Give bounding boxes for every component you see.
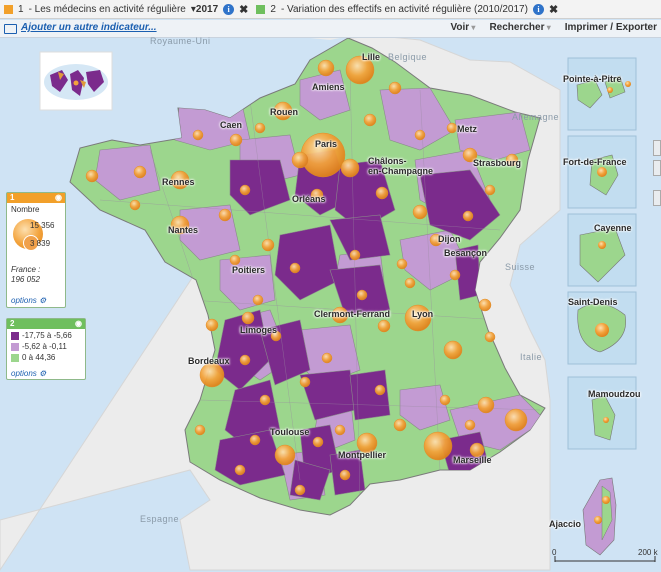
inset-cayenne: Cayenne — [594, 223, 632, 233]
indicator2-label[interactable]: - Variation des effectifs en activité ré… — [280, 3, 528, 15]
city-dijon: Dijon — [438, 234, 461, 244]
legend-panel-2: 2 ◉ -17,75 à -5,66 -5,62 à -0,11 0 à 44,… — [6, 318, 86, 380]
legend2-class-1: -17,75 à -5,66 — [11, 331, 85, 340]
world-thumbnail[interactable] — [39, 51, 113, 111]
city-rennes: Rennes — [162, 177, 195, 187]
menu-voir[interactable]: Voir — [450, 22, 475, 33]
legend-bubble-small — [23, 235, 39, 251]
info-icon[interactable]: i — [223, 3, 235, 15]
city-orleans: Orléans — [292, 194, 326, 204]
eye-icon[interactable]: ◉ — [55, 193, 62, 202]
map-control-button[interactable] — [653, 190, 661, 206]
city-marseille: Marseille — [453, 455, 492, 465]
inset-mamoudzou: Mamoudzou — [588, 389, 641, 399]
legend2-class-2: -5,62 à -0,11 — [11, 342, 85, 351]
city-poitiers: Poitiers — [232, 265, 266, 275]
legend1-header: 1 ◉ — [7, 193, 65, 203]
city-rouen: Rouen — [270, 107, 298, 117]
city-amiens: Amiens — [312, 82, 345, 92]
city-chalons: Châlons- en-Champagne — [368, 156, 434, 176]
label-allemagne: Allemagne — [512, 112, 560, 122]
label-belgique: Belgique — [388, 52, 428, 62]
inset-pointe-a-pitre: Pointe-à-Pitre — [563, 74, 622, 84]
legend-panel-1: 1 ◉ Nombre 15 356 3 839 France : 196 052… — [6, 192, 66, 308]
indicator-header: 1 - Les médecins en activité régulière ▾… — [0, 0, 661, 19]
inset-fort-de-france: Fort-de-France — [563, 157, 627, 167]
city-lyon: Lyon — [412, 309, 434, 319]
map-control-button[interactable] — [653, 140, 661, 156]
label-suisse: Suisse — [505, 262, 536, 272]
city-besancon: Besançon — [444, 248, 488, 258]
map-menu: Voir Rechercher Imprimer / Exporter — [450, 22, 657, 33]
label-italie: Italie — [520, 352, 543, 362]
overseas-insets — [567, 57, 637, 556]
indicator2-swatch — [256, 4, 266, 14]
doctor-count-bubbles[interactable] — [85, 55, 528, 496]
inset-saint-denis: Saint-Denis — [568, 297, 618, 307]
scale-max: 200 k — [638, 548, 658, 557]
city-montpellier: Montpellier — [338, 450, 387, 460]
city-limoges: Limoges — [240, 325, 278, 335]
legend1-mid: 3 839 — [30, 239, 51, 248]
indicator1-number: 1 — [18, 3, 24, 15]
city-strasbourg: Strasbourg — [473, 158, 522, 168]
indicator1-label[interactable]: - Les médecins en activité régulière — [28, 3, 186, 15]
legend2-number: 2 — [10, 319, 15, 328]
label-royaume-uni: Royaume-Uni — [150, 36, 211, 46]
legend2-class-3: 0 à 44,36 — [11, 353, 85, 362]
city-caen: Caen — [220, 120, 243, 130]
city-toulouse: Toulouse — [270, 427, 310, 437]
toolbar: Ajouter un autre indicateur... Voir Rech… — [0, 20, 661, 38]
add-indicator-link[interactable]: Ajouter un autre indicateur... — [4, 22, 157, 34]
legend1-france-value: 196 052 — [11, 275, 40, 284]
indicator1-swatch — [4, 4, 13, 14]
city-paris: Paris — [315, 139, 338, 149]
eye-icon[interactable]: ◉ — [75, 319, 82, 328]
label-espagne: Espagne — [140, 514, 180, 524]
city-bordeaux: Bordeaux — [188, 356, 230, 366]
add-indicator-label: Ajouter un autre indicateur... — [21, 22, 157, 33]
close-icon-2[interactable]: ✖ — [548, 3, 559, 16]
legend1-france-label: France : — [11, 265, 41, 274]
inset-ajaccio: Ajaccio — [549, 519, 582, 529]
legend1-options[interactable]: options ⚙ — [11, 296, 47, 305]
city-lille: Lille — [362, 52, 381, 62]
menu-rechercher[interactable]: Rechercher — [489, 22, 550, 33]
city-metz: Metz — [457, 124, 477, 134]
info-icon-2[interactable]: i — [532, 3, 544, 15]
legend2-header: 2 ◉ — [7, 319, 85, 329]
year-select[interactable]: ▾2017 — [190, 3, 219, 15]
menu-imprimer-exporter[interactable]: Imprimer / Exporter — [564, 22, 657, 33]
scale-bar — [554, 556, 656, 562]
folder-icon — [4, 23, 17, 34]
legend1-max: 15 356 — [30, 221, 55, 230]
legend1-title: Nombre — [11, 205, 40, 214]
close-icon[interactable]: ✖ — [239, 3, 249, 16]
legend2-options[interactable]: options ⚙ — [11, 369, 47, 378]
legend1-number: 1 — [10, 193, 15, 202]
city-nantes: Nantes — [168, 225, 199, 235]
city-clermont-ferrand: Clermont-Ferrand — [314, 309, 391, 319]
indicator2-number: 2 — [270, 3, 276, 15]
map-control-button[interactable] — [653, 160, 661, 176]
scale-zero: 0 — [552, 548, 557, 557]
